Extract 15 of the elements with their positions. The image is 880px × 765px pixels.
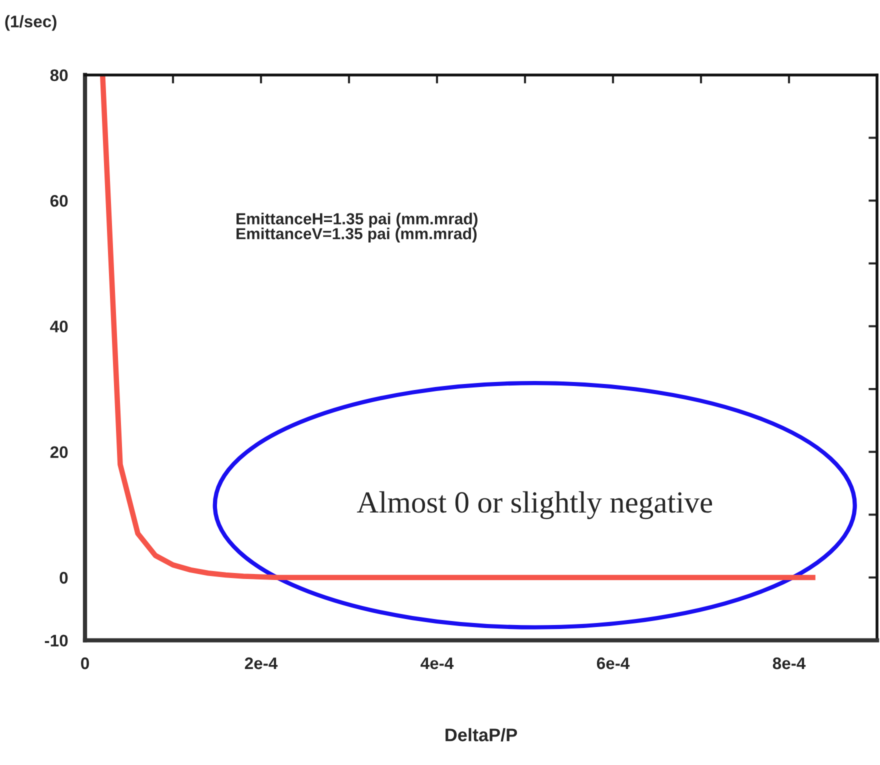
- annotation: EmittanceH=1.35 pai (mm.mrad) EmittanceV=1.35 pai (mm.mrad): [236, 212, 478, 242]
- y-tick-label: 40: [50, 320, 68, 332]
- y-axis-title: (1/sec): [5, 15, 56, 31]
- x-tick-label: 2e-4: [244, 657, 278, 670]
- x-tick-label: 6e-4: [596, 657, 630, 670]
- y-tick-label: 60: [50, 195, 68, 207]
- annotation: Almost 0 or slightly negative: [356, 491, 712, 520]
- y-tick-label: 20: [50, 446, 68, 458]
- y-tick-label: 0: [60, 572, 68, 584]
- y-tick-label: -10: [44, 634, 68, 647]
- x-tick-label: 0: [81, 657, 89, 670]
- x-tick-label: 8e-4: [772, 657, 806, 670]
- x-tick-label: 4e-4: [420, 658, 454, 670]
- x-axis-title: DeltaP/P: [446, 728, 518, 742]
- y-tick-label: 80: [50, 69, 68, 82]
